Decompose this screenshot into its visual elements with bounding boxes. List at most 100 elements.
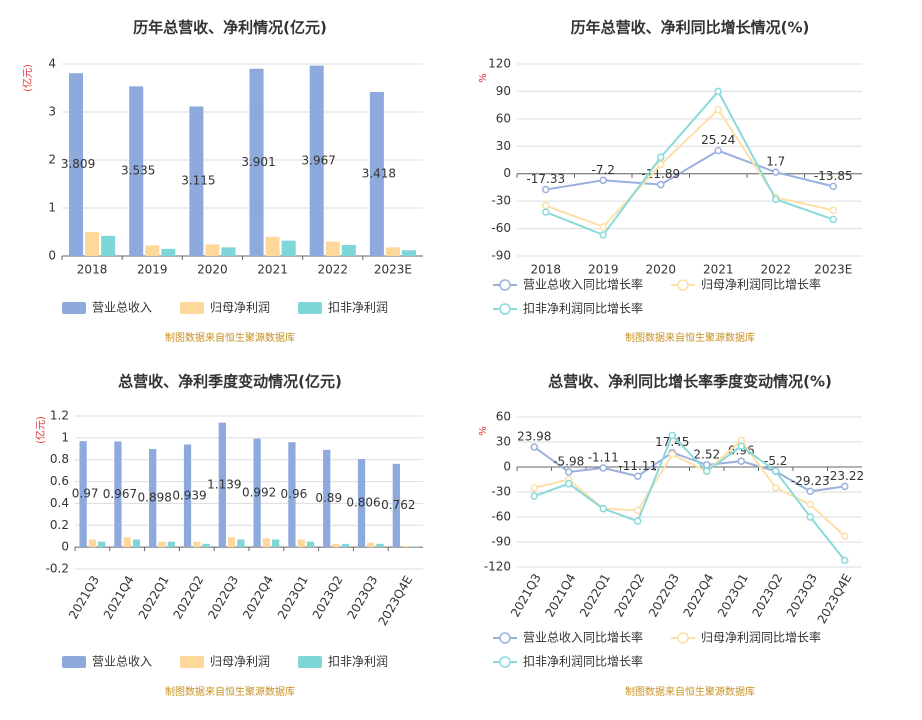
data-label: 0.967 xyxy=(103,487,137,501)
point xyxy=(841,482,849,491)
x-tick-label: 2023Q4E xyxy=(815,571,855,626)
y-tick-label: 0 xyxy=(503,166,511,180)
legend-swatch xyxy=(180,302,204,314)
point xyxy=(737,457,745,465)
y-tick-label: 90 xyxy=(496,84,511,98)
bar xyxy=(411,546,419,548)
point xyxy=(668,450,676,459)
y-axis-label: (亿元) xyxy=(34,416,47,444)
chart-title: 历年总营收、净利情况(亿元) xyxy=(133,19,327,37)
source-note: 制图数据来自恒生聚源数据库 xyxy=(165,331,295,344)
y-tick-label: 3 xyxy=(48,105,56,119)
point xyxy=(542,208,550,216)
bar xyxy=(114,441,122,548)
data-label: 25.24 xyxy=(701,133,735,147)
y-tick-label: -90 xyxy=(491,249,511,263)
point xyxy=(657,180,665,189)
bar xyxy=(332,543,340,548)
bar xyxy=(158,541,166,548)
bar xyxy=(401,250,416,256)
point xyxy=(599,176,607,185)
legend-label: 扣非净利润 xyxy=(328,301,388,315)
point xyxy=(599,464,607,472)
point xyxy=(634,517,642,525)
data-label: 0.898 xyxy=(138,491,172,505)
legend-label: 归母净利润同比增长率 xyxy=(701,630,821,645)
line xyxy=(545,89,834,237)
x-tick-label: 2023Q2 xyxy=(310,573,346,621)
data-label: -1.11 xyxy=(588,450,619,464)
line xyxy=(534,438,846,537)
point xyxy=(841,532,849,540)
point xyxy=(703,467,711,475)
chart-title: 总营收、净利同比增长率季度变动情况(%) xyxy=(548,373,832,391)
x-tick-label: 2023E xyxy=(374,263,412,277)
bar xyxy=(85,232,100,256)
data-label: 3.809 xyxy=(61,157,95,171)
bar xyxy=(123,537,131,548)
bar xyxy=(189,106,204,256)
x-tick-label: 2021 xyxy=(257,263,288,277)
source-note: 制图数据来自恒生聚源数据库 xyxy=(165,685,295,698)
bar xyxy=(193,541,201,548)
point xyxy=(829,215,837,224)
legend-swatch xyxy=(499,303,511,315)
line xyxy=(533,446,845,493)
point xyxy=(772,168,780,176)
point xyxy=(530,443,538,451)
x-tick-label: 2019 xyxy=(588,263,619,277)
point xyxy=(542,185,550,194)
x-tick-label: 2022Q4 xyxy=(680,571,716,619)
data-label: 3.967 xyxy=(302,153,336,167)
y-axis-label: (亿元) xyxy=(21,64,34,92)
data-label: 1.139 xyxy=(207,477,241,491)
bar xyxy=(183,444,192,548)
bar xyxy=(369,91,384,256)
bar xyxy=(288,442,296,548)
y-axis-label: % xyxy=(478,426,489,436)
data-label: 0.96 xyxy=(281,487,308,501)
point xyxy=(599,231,607,239)
point xyxy=(634,506,642,515)
legend-swatch xyxy=(677,632,689,644)
data-label: -17.33 xyxy=(526,172,565,186)
data-label: 0.939 xyxy=(172,488,206,502)
y-tick-label: 0.2 xyxy=(50,518,69,532)
x-tick-label: 2022Q3 xyxy=(205,573,241,621)
x-tick-label: 2023Q1 xyxy=(275,573,311,621)
bar xyxy=(262,538,271,548)
x-tick-label: 2021Q4 xyxy=(542,571,578,619)
x-tick-label: 2022Q1 xyxy=(136,573,172,621)
data-label: -23.22 xyxy=(825,469,864,483)
x-tick-label: 2023Q2 xyxy=(749,571,785,619)
line xyxy=(533,433,846,561)
y-tick-label: 30 xyxy=(496,139,511,153)
x-tick-label: 2022Q1 xyxy=(577,571,613,619)
point xyxy=(599,504,607,513)
x-tick-label: 2022Q3 xyxy=(646,571,682,619)
bar xyxy=(88,539,97,548)
point xyxy=(542,201,550,210)
bar xyxy=(167,541,175,548)
source-note: 制图数据来自恒生聚源数据库 xyxy=(625,331,755,344)
legend-swatch xyxy=(180,656,204,668)
bar xyxy=(385,247,400,256)
data-label: -7.2 xyxy=(592,163,615,177)
point xyxy=(806,487,814,496)
x-tick-label: 2022 xyxy=(760,263,791,277)
bar xyxy=(325,241,340,256)
bar xyxy=(306,541,315,548)
legend-label: 扣非净利润同比增长率 xyxy=(523,654,643,669)
bar xyxy=(367,542,375,548)
y-tick-label: 60 xyxy=(496,410,511,424)
data-label: 0.97 xyxy=(72,487,99,501)
y-tick-label: 0 xyxy=(503,460,511,474)
legend-label: 归母净利润同比增长率 xyxy=(701,277,821,292)
legend-label: 归母净利润 xyxy=(210,655,270,669)
bar xyxy=(392,463,400,548)
bar xyxy=(309,65,324,256)
point xyxy=(806,513,814,521)
bar xyxy=(129,86,144,256)
bar xyxy=(218,422,226,548)
bar xyxy=(221,247,236,256)
